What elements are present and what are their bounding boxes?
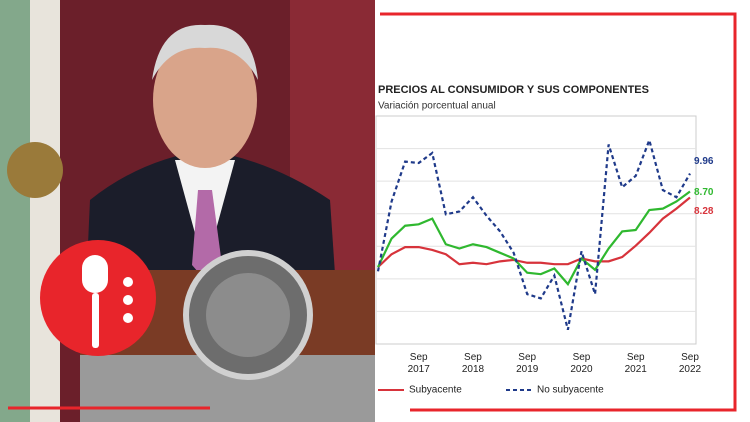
end-label: 9.96 (694, 156, 714, 167)
flag-emblem (7, 142, 63, 198)
mic-head (82, 255, 108, 293)
x-tick-label: Sep 2021 (624, 352, 647, 375)
seal-inner (206, 273, 290, 357)
legend-label: Subyacente (409, 385, 462, 396)
dot (123, 313, 133, 323)
chart-title: PRECIOS AL CONSUMIDOR Y SUS COMPONENTES (378, 84, 649, 96)
series-line (377, 190, 691, 287)
x-tick-label: Sep 2019 (516, 352, 539, 375)
dot (123, 295, 133, 305)
mic-handle (92, 293, 99, 348)
chart-panel (375, 0, 750, 422)
tie (192, 190, 222, 280)
series-line (377, 196, 691, 268)
x-tick-label: Sep 2017 (407, 352, 430, 375)
legend-label: No subyacente (537, 385, 604, 396)
chart-subtitle: Variación porcentual anual (378, 101, 496, 112)
hair (152, 24, 258, 80)
end-label: 8.28 (694, 206, 714, 217)
x-tick-label: Sep 2018 (461, 352, 485, 375)
plot-frame (375, 115, 697, 345)
x-tick-label: Sep 2020 (570, 352, 593, 375)
frame-line (380, 12, 737, 412)
face (153, 32, 257, 168)
dot (123, 277, 133, 287)
x-tick-label: Sep 2022 (678, 352, 702, 375)
series-line (376, 136, 691, 331)
flag-stripe (0, 0, 30, 422)
end-label: 8.70 (694, 187, 714, 198)
